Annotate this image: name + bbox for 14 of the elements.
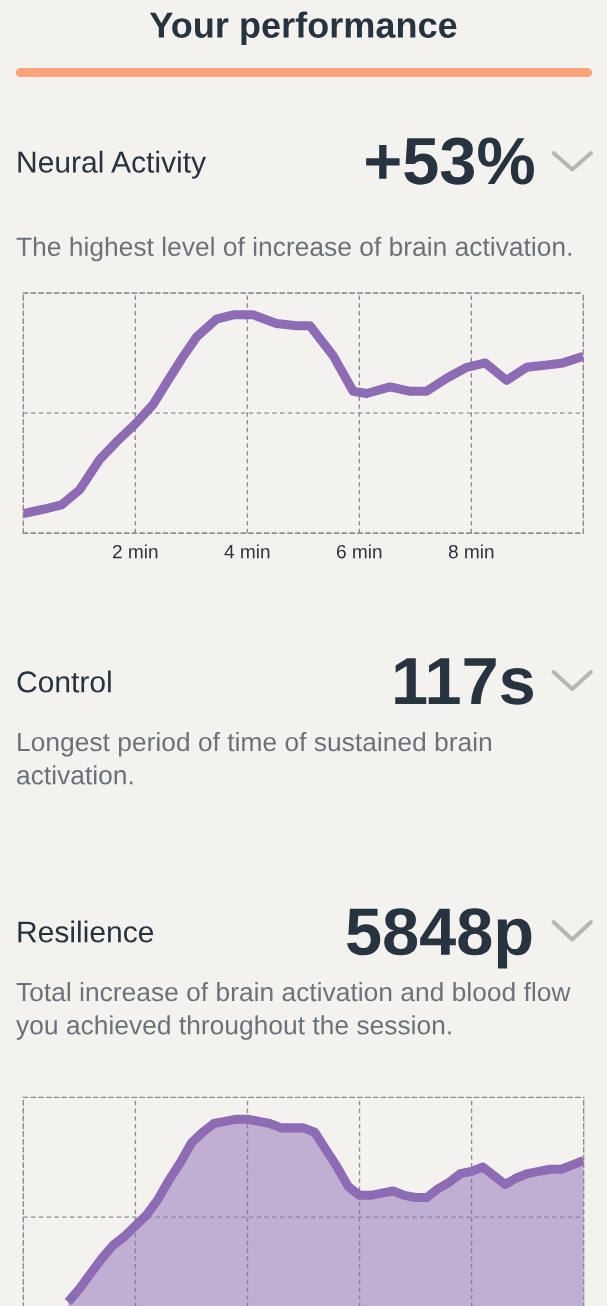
- x-tick-label: 4 min: [224, 544, 270, 559]
- chart-subtitle: Total increase of brain activation and blood flow you achieved throughout the session.: [16, 981, 571, 1040]
- text: Your performance: [149, 11, 457, 46]
- x-tick-label: 8 min: [448, 544, 494, 559]
- x-tick-label: 2 min: [112, 544, 158, 559]
- text: +53%: [366, 137, 534, 185]
- chart-subtitle: The highest level of increase of brain activation.: [16, 236, 572, 262]
- x-tick-label: 6 min: [337, 544, 382, 559]
- text: Longest period of time of sustained brain activation.: [17, 731, 492, 785]
- chart-title: Resilience: [18, 920, 154, 943]
- text: 5848p: [347, 908, 532, 969]
- text: 117s: [395, 658, 533, 705]
- text: Control: [17, 670, 111, 693]
- chart-title: Neural Activity: [18, 150, 207, 179]
